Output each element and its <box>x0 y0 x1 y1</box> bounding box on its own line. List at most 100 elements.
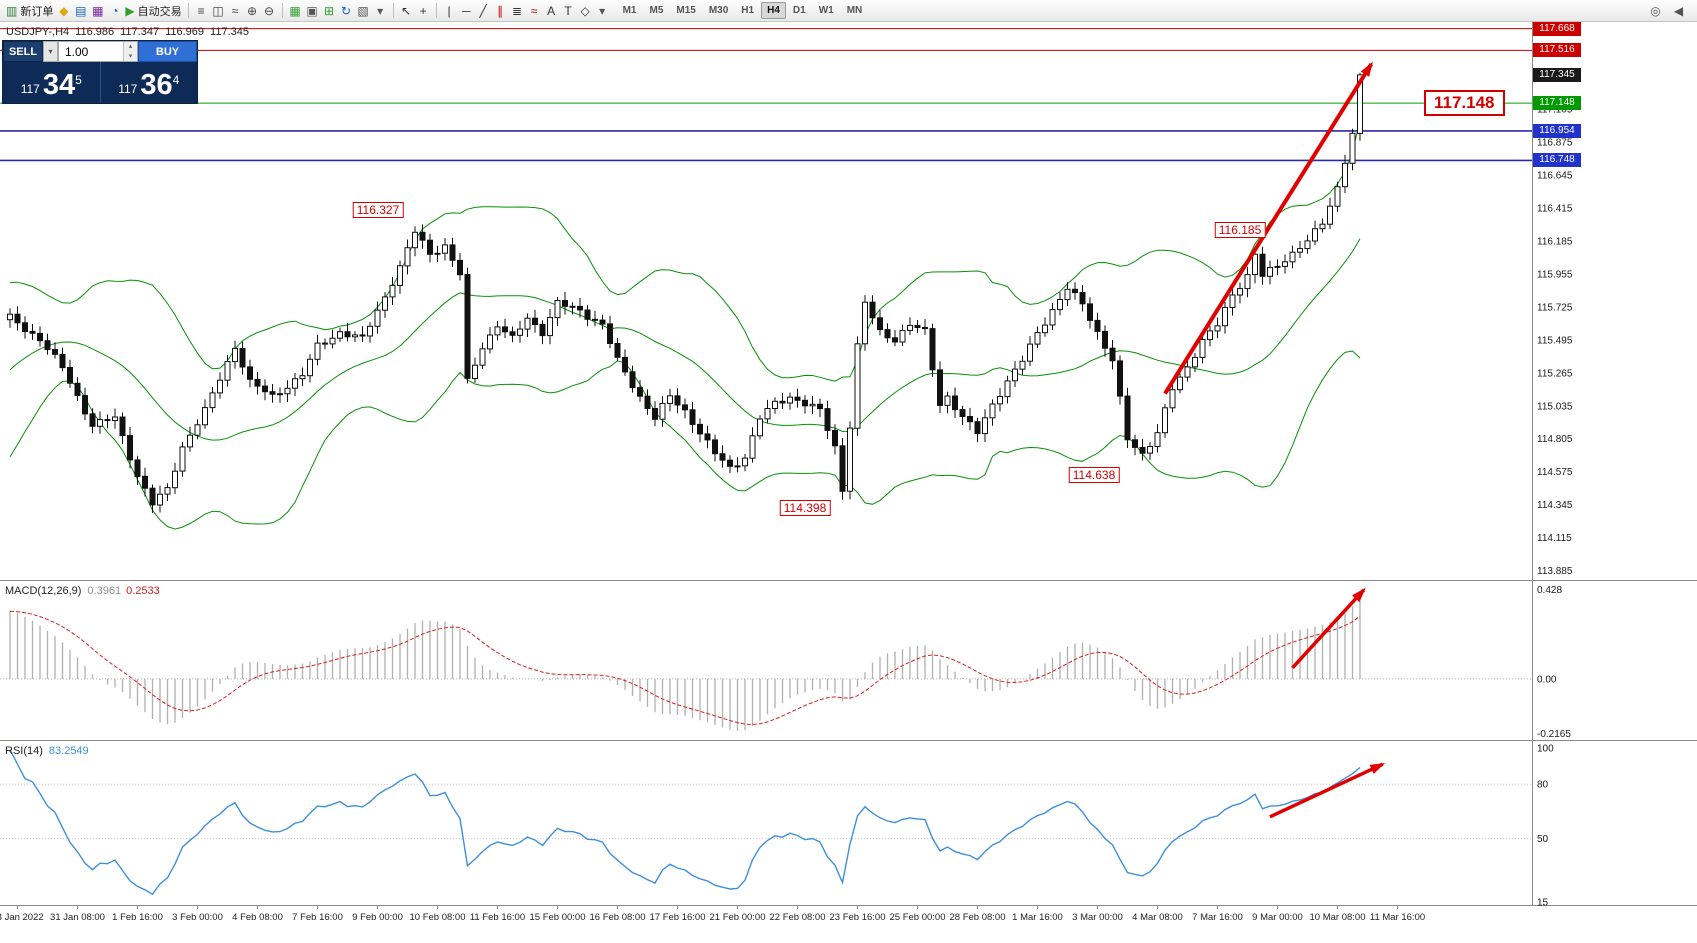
ask-pip-digit: 4 <box>172 73 180 87</box>
rsi-axis[interactable]: 100 80 50 15 <box>1537 744 1554 909</box>
svg-text:0.00: 0.00 <box>1537 674 1557 685</box>
svg-text:116.415: 116.415 <box>1537 204 1573 215</box>
text-icon[interactable]: A <box>543 2 560 20</box>
cascade-windows-icon-glyph: ▣ <box>306 3 318 18</box>
new-chart-icon[interactable]: ⊞ <box>321 2 338 20</box>
alert-icon-glyph: ◆ <box>59 3 69 18</box>
channel-icon-glyph: ∥ <box>497 3 504 18</box>
cursor-icon[interactable]: ↖ <box>398 2 415 20</box>
trend-arrows-layer[interactable] <box>1163 61 1386 819</box>
new-order-icon-glyph: ▥ <box>6 3 18 18</box>
timeframe-m30[interactable]: M30 <box>708 5 729 16</box>
ask-price-display[interactable]: 117 36 4 <box>101 62 198 103</box>
toolbar-separator <box>435 3 437 18</box>
auto-trading-icon[interactable]: ▶ 自动交易 <box>123 2 183 20</box>
svg-text:1 Mar 16:00: 1 Mar 16:00 <box>1012 912 1063 923</box>
trendline-icon[interactable]: ╱ <box>475 2 492 20</box>
vertical-line-icon[interactable]: | <box>441 2 458 20</box>
svg-text:115.265: 115.265 <box>1537 368 1573 379</box>
announcement-icon[interactable]: ◀ <box>1670 2 1687 20</box>
wave-icon[interactable]: ≈ <box>526 2 543 20</box>
time-axis[interactable]: 28 Jan 2022 31 Jan 08:00 1 Feb 16:00 3 Feb … <box>0 906 1425 923</box>
svg-text:1 Feb 16:00: 1 Feb 16:00 <box>112 912 163 923</box>
price-annotation-114.398[interactable]: 114.398 <box>779 500 831 516</box>
sell-button[interactable]: SELL <box>3 41 43 62</box>
cursor-icon-glyph: ↖ <box>401 3 412 18</box>
shapes-icon[interactable]: ◇ <box>577 2 594 20</box>
search-icon-glyph: ◎ <box>1650 3 1661 18</box>
volume-input[interactable] <box>59 42 123 61</box>
volume-field: ▴ ▾ <box>58 41 138 62</box>
price-annotation-116.327[interactable]: 116.327 <box>352 202 404 218</box>
templates-icon[interactable]: ▧ <box>355 2 372 20</box>
volume-stepper: ▴ ▾ <box>123 42 137 61</box>
bid-price-display[interactable]: 117 34 5 <box>3 62 101 103</box>
trend-arrow-main[interactable] <box>1163 61 1373 395</box>
timeframe-m15[interactable]: M15 <box>676 5 696 16</box>
svg-text:11 Feb 16:00: 11 Feb 16:00 <box>470 912 525 923</box>
svg-text:4 Mar 08:00: 4 Mar 08:00 <box>1132 912 1183 923</box>
shapes-dropdown-icon[interactable]: ▾ <box>594 2 611 20</box>
data-window-icon[interactable]: ▦ <box>89 2 106 20</box>
timeframe-group: M1 M5 M15 M30 H1 H4 D1 W1 MN <box>617 2 869 19</box>
timeframe-m5[interactable]: M5 <box>649 5 664 16</box>
trend-arrow-rsi[interactable] <box>1269 762 1386 819</box>
refresh-icon[interactable]: ↻ <box>338 2 355 20</box>
timeframe-m1[interactable]: M1 <box>622 5 637 16</box>
new-chart-icon-glyph: ⊞ <box>324 3 335 18</box>
text-label-icon[interactable]: T <box>560 2 577 20</box>
horizontal-line-icon[interactable]: ─ <box>458 2 475 20</box>
target-price-annotation[interactable]: 117.148 <box>1424 90 1505 116</box>
zoom-out-icon[interactable]: ⊖ <box>261 2 278 20</box>
volume-step-up-icon[interactable]: ▴ <box>124 42 137 52</box>
bar-chart-icon[interactable]: ≡ <box>193 2 210 20</box>
line-chart-icon[interactable]: ≈ <box>227 2 244 20</box>
navigator-icon[interactable]: ◔ <box>106 2 123 20</box>
zoom-in-icon[interactable]: ⊕ <box>244 2 261 20</box>
toolbar-separator <box>187 3 189 18</box>
buy-button[interactable]: BUY <box>138 41 197 62</box>
cascade-windows-icon[interactable]: ▣ <box>304 2 321 20</box>
timeframe-mn[interactable]: MN <box>846 5 863 16</box>
templates-dropdown-icon[interactable]: ▾ <box>372 2 389 20</box>
channel-icon[interactable]: ∥ <box>492 2 509 20</box>
timeframe-w1[interactable]: W1 <box>818 5 834 16</box>
svg-text:17 Feb 16:00: 17 Feb 16:00 <box>650 912 706 923</box>
refresh-icon-glyph: ↻ <box>341 3 352 18</box>
macd-axis[interactable]: 0.428 0.00 -0.2165 <box>1537 585 1571 740</box>
rsi-layer <box>0 749 1532 896</box>
search-icon[interactable]: ◎ <box>1647 2 1664 20</box>
line-chart-icon-glyph: ≈ <box>231 3 239 18</box>
shapes-icon-glyph: ◇ <box>580 3 590 18</box>
market-watch-icon[interactable]: ▤ <box>72 2 89 20</box>
price-annotation-114.638[interactable]: 114.638 <box>1068 467 1120 483</box>
price-annotation-116.185[interactable]: 116.185 <box>1214 222 1266 238</box>
fibonacci-icon[interactable]: ≣ <box>509 2 526 20</box>
auto-trading-icon-label: 自动交易 <box>137 5 182 18</box>
timeframe-h4[interactable]: H4 <box>761 2 786 19</box>
svg-text:117.105: 117.105 <box>1537 105 1573 116</box>
timeframe-d1[interactable]: D1 <box>792 5 806 16</box>
svg-text:9 Mar 00:00: 9 Mar 00:00 <box>1252 912 1303 923</box>
rsi-header: RSI(14) 83.2549 <box>5 745 89 757</box>
svg-text:7 Feb 16:00: 7 Feb 16:00 <box>292 912 343 923</box>
horizontal-lines-layer[interactable] <box>0 28 1532 162</box>
alert-icon[interactable]: ◆ <box>55 2 72 20</box>
open-value: 116.986 <box>75 26 115 38</box>
price-tag-117.148: 117.148 <box>1533 96 1581 110</box>
trend-arrow-macd[interactable] <box>1291 587 1366 669</box>
tile-windows-icon[interactable]: ▦ <box>287 2 304 20</box>
new-order-icon-label: 新订单 <box>20 5 54 18</box>
svg-text:25 Feb 00:00: 25 Feb 00:00 <box>890 912 946 923</box>
zoom-in-icon-glyph: ⊕ <box>247 3 258 18</box>
crosshair-icon[interactable]: + <box>415 2 432 20</box>
candlestick-chart-icon[interactable]: ◫ <box>210 2 227 20</box>
timeframe-h1[interactable]: H1 <box>741 5 755 16</box>
svg-text:115.035: 115.035 <box>1537 401 1573 412</box>
volume-step-down-icon[interactable]: ▾ <box>124 51 137 61</box>
volume-dropdown-button[interactable]: ▾ <box>43 41 58 62</box>
price-axis[interactable]: 117.105 116.875 116.645 116.415 116.185 115.9… <box>1537 105 1573 577</box>
new-order-icon[interactable]: ▥ 新订单 <box>4 2 55 20</box>
price-tag-116.954: 116.954 <box>1533 124 1581 138</box>
